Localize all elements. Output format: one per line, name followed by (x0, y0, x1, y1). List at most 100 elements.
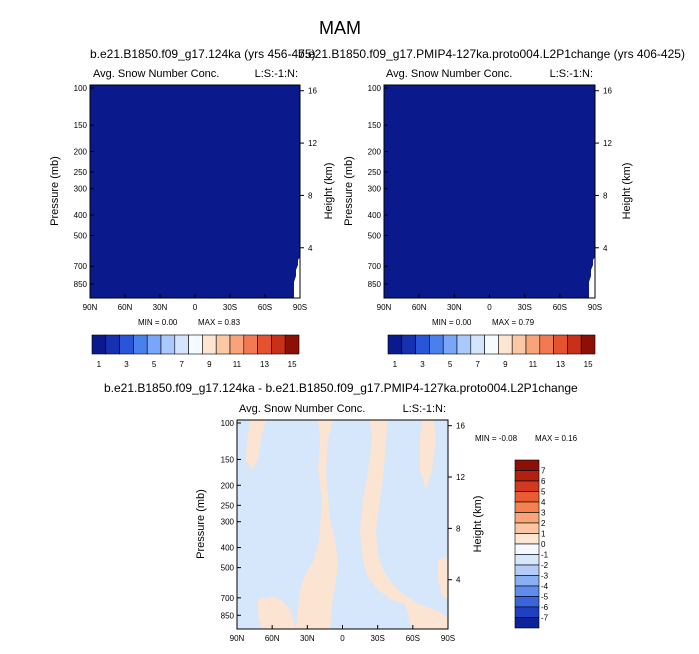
panel-3-variable-label: Avg. Snow Number Conc. (239, 403, 365, 415)
panel-1-ytick-label: 850 (74, 280, 88, 289)
panel-2-xtick-label: 30N (447, 303, 462, 312)
colorbar-label: 6 (541, 477, 546, 486)
panel-1-xtick-label: 30N (153, 303, 168, 312)
colorbar-swatch (514, 512, 540, 524)
panel-3-ylabel: Pressure (mb) (195, 489, 207, 559)
panel-2-ytick-label: 200 (368, 147, 382, 156)
panel-3-height-tick-label: 12 (456, 473, 465, 482)
colorbar-swatch (514, 543, 540, 555)
panel-1-ylabel-right: Height (km) (323, 163, 335, 220)
panel-2-ytick-label: 100 (368, 84, 382, 93)
panel-1-colorbar: 1 3 5 7 9 11 13 15 (91, 334, 300, 369)
colorbar-label: 9 (503, 360, 508, 369)
panel-2-ytick-label: 250 (368, 168, 382, 177)
panel-2-xtick-label: 0 (487, 303, 492, 312)
panel-2-missing-region (589, 257, 595, 298)
panel-1-xtick-label: 60S (258, 303, 272, 312)
colorbar-swatch (202, 334, 217, 355)
colorbar-swatch (119, 334, 134, 355)
panel-3-colorbar: 76 54 32 10 -1-2 -3-4 -5-6 -7 (514, 459, 549, 629)
colorbar-swatch (174, 334, 189, 355)
colorbar-swatch (514, 522, 540, 534)
colorbar-swatch (553, 334, 568, 355)
colorbar-swatch (401, 334, 416, 355)
colorbar-swatch (387, 334, 403, 355)
panel-1: b.e21.B1850.f09_g17.124ka (yrs 456-475) … (49, 47, 335, 369)
colorbar-label: 5 (541, 488, 546, 497)
colorbar-swatch (243, 334, 258, 355)
panel-1-field (89, 84, 301, 299)
panel-1-height-tick-label: 12 (308, 139, 317, 148)
panel-3-ytick-label: 300 (221, 518, 235, 527)
panel-3-ytick-label: 250 (221, 501, 235, 510)
colorbar-swatch (514, 470, 540, 482)
colorbar-label: 9 (207, 360, 212, 369)
panel-2-xtick-label: 60S (553, 303, 567, 312)
panel-3-max: MAX = 0.16 (535, 434, 578, 443)
colorbar-label: 13 (260, 360, 269, 369)
panel-2-ytick-label: 300 (368, 185, 382, 194)
colorbar-swatch (257, 334, 272, 355)
panel-1-title: b.e21.B1850.f09_g17.124ka (yrs 456-475) (90, 47, 316, 61)
colorbar-swatch (539, 334, 554, 355)
colorbar-label: 13 (556, 360, 565, 369)
colorbar-swatch (442, 334, 458, 355)
colorbar-swatch (511, 334, 527, 355)
panel-2-xtick-label: 30S (518, 303, 532, 312)
panel-2-field (383, 84, 596, 299)
panel-1-ytick-label: 100 (74, 84, 88, 93)
panel-3-xtick-label: 60S (406, 634, 420, 643)
panel-2-xtick-label: 90S (588, 303, 602, 312)
panel-3-ytick-label: 200 (221, 481, 235, 490)
panel-2-ytick-label: 850 (368, 280, 382, 289)
panel-1-ytick-label: 700 (74, 262, 88, 271)
panel-3-ytick-label: 150 (221, 455, 235, 464)
colorbar-swatch (215, 334, 231, 355)
panel-3-xtick-label: 0 (340, 634, 345, 643)
panel-2-xtick-label: 90N (377, 303, 392, 312)
panel-2-colorbar: 1 3 5 7 9 11 13 15 (387, 334, 596, 369)
colorbar-label: -1 (541, 551, 549, 560)
colorbar-label: -6 (541, 603, 549, 612)
colorbar-label: 3 (420, 360, 425, 369)
colorbar-swatch (514, 501, 540, 513)
colorbar-swatch (514, 617, 540, 629)
main-title: MAM (319, 18, 361, 38)
panel-3-height-tick-label: 16 (456, 422, 465, 431)
panel-1-xtick-label: 0 (193, 303, 198, 312)
colorbar-swatch (525, 334, 541, 355)
colorbar-swatch (514, 554, 540, 566)
panel-3-title: b.e21.B1850.f09_g17.124ka - b.e21.B1850.… (104, 381, 578, 395)
colorbar-swatch (580, 334, 596, 355)
panel-2-ytick-label: 150 (368, 121, 382, 130)
panel-1-ytick-label: 250 (74, 168, 88, 177)
panel-2-xtick-label: 60N (412, 303, 427, 312)
panel-1-ytick-label: 400 (74, 211, 88, 220)
colorbar-label: -7 (541, 614, 549, 623)
panel-2-min: MIN = 0.00 (432, 318, 472, 327)
colorbar-swatch (514, 596, 540, 608)
colorbar-swatch (188, 334, 203, 355)
colorbar-label: 11 (529, 360, 538, 369)
panel-3-positive-region-far-right (438, 556, 448, 600)
colorbar-label: 11 (233, 360, 242, 369)
panel-1-max: MAX = 0.83 (198, 318, 241, 327)
panel-1-height-tick-label: 4 (308, 244, 313, 253)
panel-1-missing-region (294, 257, 300, 298)
panel-3-units-label: L:S:-1:N: (403, 403, 446, 415)
colorbar-label: 7 (179, 360, 184, 369)
panel-1-xtick-label: 90N (83, 303, 98, 312)
colorbar-label: 7 (541, 467, 546, 476)
colorbar-swatch (229, 334, 245, 355)
panel-2-title: b.e21.B1850.f09_g17.PMIP4-127ka.proto004… (298, 47, 685, 61)
panel-3-positive-region-lower-left (258, 596, 296, 629)
panel-3-ytick-label: 500 (221, 564, 235, 573)
colorbar-swatch (514, 585, 540, 597)
panel-1-xtick-label: 60N (118, 303, 133, 312)
panel-3-positive-region-right (420, 420, 436, 490)
panel-3-ytick-label: 400 (221, 544, 235, 553)
panel-2-height-tick-label: 8 (603, 191, 608, 200)
colorbar-label: -4 (541, 582, 549, 591)
panel-2-ytick-label: 500 (368, 231, 382, 240)
panel-2-variable-label: Avg. Snow Number Conc. (386, 68, 512, 80)
